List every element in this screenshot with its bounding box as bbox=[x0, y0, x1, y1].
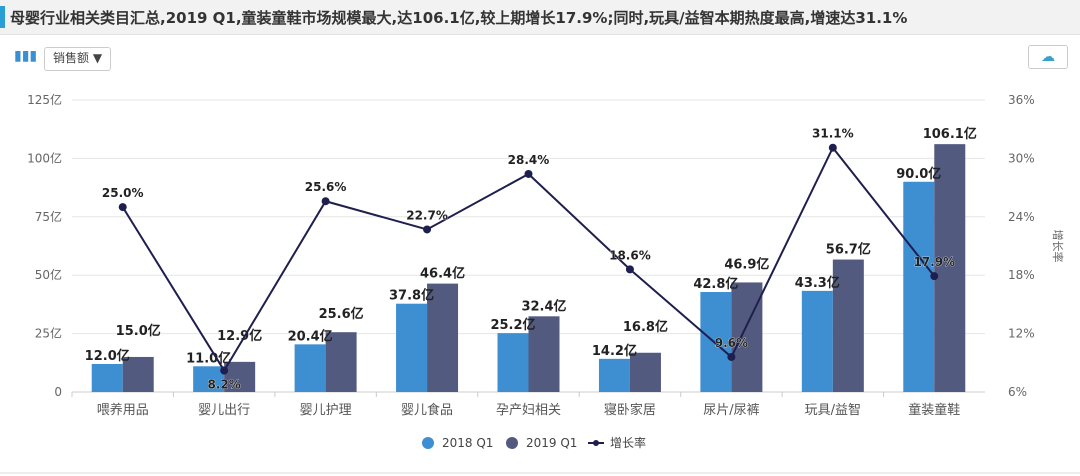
legend-label[interactable]: 2018 Q1 bbox=[442, 436, 493, 450]
bar-2018-Q1[interactable] bbox=[91, 363, 123, 392]
bar-2019-Q1[interactable] bbox=[122, 356, 154, 392]
bar-data-label: 46.4亿 bbox=[420, 266, 465, 282]
growth-data-label: 25.6% bbox=[305, 180, 347, 194]
growth-point[interactable] bbox=[625, 265, 634, 274]
bar-data-label: 56.7亿 bbox=[826, 242, 871, 258]
y-left-tick: 25亿 bbox=[35, 326, 62, 341]
bar-2018-Q1[interactable] bbox=[396, 303, 428, 392]
bar-2018-Q1[interactable] bbox=[598, 358, 630, 392]
growth-point[interactable] bbox=[524, 169, 533, 178]
bar-data-label: 46.9亿 bbox=[724, 256, 769, 272]
bar-data-label: 12.0亿 bbox=[85, 348, 130, 364]
legend-marker-dot bbox=[593, 440, 599, 446]
bar-data-label: 106.1亿 bbox=[923, 126, 977, 142]
growth-data-label: 9.6% bbox=[715, 336, 748, 350]
y-left-tick: 125亿 bbox=[27, 92, 62, 107]
bar-2018-Q1[interactable] bbox=[700, 292, 732, 392]
growth-data-label: 31.1% bbox=[812, 127, 854, 141]
y-left-tick: 50亿 bbox=[35, 267, 62, 282]
bar-2018-Q1[interactable] bbox=[801, 290, 833, 392]
bar-2018-Q1[interactable] bbox=[903, 181, 935, 392]
x-tick-label: 婴儿出行 bbox=[198, 403, 250, 418]
y-right-tick: 24% bbox=[1008, 210, 1035, 224]
x-tick-label: 婴儿食品 bbox=[401, 402, 453, 418]
legend-label[interactable]: 增长率 bbox=[610, 435, 646, 450]
title-bar: 母婴行业相关类目汇总,2019 Q1,童装童鞋市场规模最大,达106.1亿,较上… bbox=[0, 0, 1080, 35]
x-tick-label: 尿片/尿裤 bbox=[703, 403, 759, 418]
y-left-tick: 0 bbox=[54, 385, 62, 399]
bar-data-label: 16.8亿 bbox=[623, 319, 668, 335]
x-tick-label: 喂养用品 bbox=[97, 402, 149, 418]
y-right-label: 增长率 bbox=[1051, 230, 1065, 263]
growth-data-label: 22.7% bbox=[406, 208, 448, 222]
bar-2018-Q1[interactable] bbox=[497, 333, 529, 392]
bar-data-label: 14.2亿 bbox=[592, 343, 637, 359]
title-accent bbox=[0, 6, 5, 28]
metric-select[interactable]: 销售额 ▼ bbox=[44, 47, 112, 71]
bar-data-label: 32.4亿 bbox=[521, 298, 566, 314]
bar-2019-Q1[interactable] bbox=[934, 144, 966, 392]
growth-data-label: 18.6% bbox=[609, 248, 651, 262]
legend-marker[interactable] bbox=[506, 437, 518, 449]
x-tick-label: 童装童鞋 bbox=[908, 402, 960, 418]
bar-data-label: 90.0亿 bbox=[896, 166, 941, 182]
y-right-tick: 12% bbox=[1008, 327, 1035, 341]
cloud-download-icon[interactable]: ☁ bbox=[1028, 45, 1068, 69]
bar-2018-Q1[interactable] bbox=[294, 344, 326, 392]
bar-2019-Q1[interactable] bbox=[528, 316, 560, 392]
growth-point[interactable] bbox=[118, 203, 127, 212]
growth-data-label: 17.9% bbox=[913, 255, 955, 269]
bar-data-label: 37.8亿 bbox=[389, 288, 434, 304]
bar-2019-Q1[interactable] bbox=[325, 332, 357, 392]
bar-data-label: 15.0亿 bbox=[116, 323, 161, 339]
y-right-tick: 18% bbox=[1008, 268, 1035, 282]
bar-data-label: 12.9亿 bbox=[217, 328, 262, 344]
bar-2019-Q1[interactable] bbox=[731, 282, 763, 392]
bar-2018-Q1[interactable] bbox=[193, 366, 225, 392]
y-right-tick: 36% bbox=[1008, 93, 1035, 107]
bar-2019-Q1[interactable] bbox=[224, 361, 256, 392]
bar-2019-Q1[interactable] bbox=[629, 352, 661, 392]
x-tick-label: 婴儿护理 bbox=[300, 403, 352, 418]
growth-point[interactable] bbox=[321, 197, 330, 206]
y-right-tick: 30% bbox=[1008, 151, 1035, 165]
bar-data-label: 43.3亿 bbox=[795, 275, 840, 291]
growth-data-label: 8.2% bbox=[208, 378, 241, 392]
bar-data-label: 25.6亿 bbox=[319, 306, 364, 322]
growth-data-label: 25.0% bbox=[102, 186, 144, 200]
bar-data-label: 11.0亿 bbox=[186, 350, 231, 366]
legend-label[interactable]: 2019 Q1 bbox=[526, 436, 577, 450]
x-tick-label: 玩具/益智 bbox=[805, 403, 861, 418]
growth-point[interactable] bbox=[930, 272, 939, 281]
growth-point[interactable] bbox=[220, 366, 229, 375]
bar-data-label: 25.2亿 bbox=[490, 317, 535, 333]
growth-point[interactable] bbox=[828, 143, 837, 152]
bar-2019-Q1[interactable] bbox=[427, 283, 459, 392]
bar-data-label: 20.4亿 bbox=[288, 328, 333, 344]
y-left-tick: 100亿 bbox=[27, 150, 62, 165]
legend-marker[interactable] bbox=[422, 437, 434, 449]
growth-data-label: 28.4% bbox=[508, 153, 550, 167]
bar-2019-Q1[interactable] bbox=[832, 259, 864, 392]
y-right-tick: 6% bbox=[1008, 385, 1027, 399]
y-left-tick: 75亿 bbox=[35, 209, 62, 224]
growth-point[interactable] bbox=[423, 225, 432, 234]
bar-data-label: 42.8亿 bbox=[693, 276, 738, 292]
bar-chart-icon[interactable]: ▮▮▮ bbox=[14, 48, 38, 64]
page-title: 母婴行业相关类目汇总,2019 Q1,童装童鞋市场规模最大,达106.1亿,较上… bbox=[10, 9, 908, 27]
x-tick-label: 寝卧家居 bbox=[604, 402, 656, 418]
x-tick-label: 孕产妇相关 bbox=[496, 402, 561, 418]
growth-point[interactable] bbox=[727, 352, 736, 361]
